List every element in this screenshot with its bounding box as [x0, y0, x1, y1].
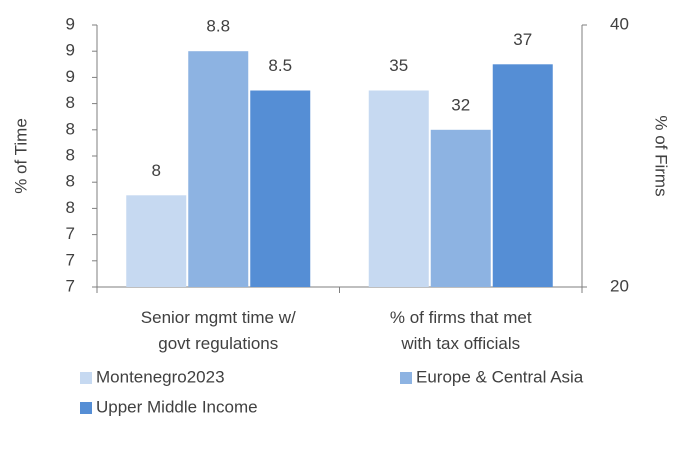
legend-swatch — [80, 372, 92, 384]
bar — [368, 90, 429, 287]
y-tick-label: 8 — [66, 145, 75, 164]
y-tick-label: 8 — [66, 172, 75, 191]
data-label: 32 — [451, 95, 470, 114]
y-tick-label: 9 — [66, 41, 75, 60]
legend-swatch — [400, 372, 412, 384]
y-tick-label: 8 — [66, 119, 75, 138]
legend-label: Upper Middle Income — [96, 397, 258, 416]
data-label: 8.5 — [268, 56, 292, 75]
x-tick-label-line: with tax officials — [400, 334, 520, 353]
y-tick-label: 8 — [66, 93, 75, 112]
x-tick-label: Senior mgmt time w/govt regulations — [141, 308, 296, 353]
y-tick-label: 9 — [66, 67, 75, 86]
bar — [250, 90, 311, 287]
y-tick-label: 7 — [66, 250, 75, 269]
y2-tick-label: 40 — [610, 14, 629, 33]
data-label: 37 — [513, 30, 532, 49]
x-tick-label-line: % of firms that met — [390, 308, 532, 327]
y2-axis-label: % of Firms — [652, 115, 671, 196]
data-label: 35 — [389, 56, 408, 75]
data-label: 8.8 — [206, 17, 230, 36]
y-tick-label: 9 — [66, 14, 75, 33]
y-tick-label: 8 — [66, 198, 75, 217]
x-tick-label: % of firms that met with tax officials — [390, 308, 532, 353]
bar — [188, 51, 249, 288]
y2-tick-label: 20 — [610, 276, 629, 295]
x-tick-label-line: govt regulations — [158, 334, 278, 353]
data-label: 8 — [152, 161, 161, 180]
x-tick-label-line: Senior mgmt time w/ — [141, 308, 296, 327]
y-tick-label: 7 — [66, 276, 75, 295]
bar — [492, 64, 553, 287]
legend-label: Montenegro2023 — [96, 367, 225, 386]
legend-label: Europe & Central Asia — [416, 367, 584, 386]
legend-swatch — [80, 402, 92, 414]
y-axis-label: % of Time — [11, 118, 30, 194]
y-tick-label: 7 — [66, 224, 75, 243]
bar — [430, 129, 491, 287]
bar — [126, 195, 187, 287]
